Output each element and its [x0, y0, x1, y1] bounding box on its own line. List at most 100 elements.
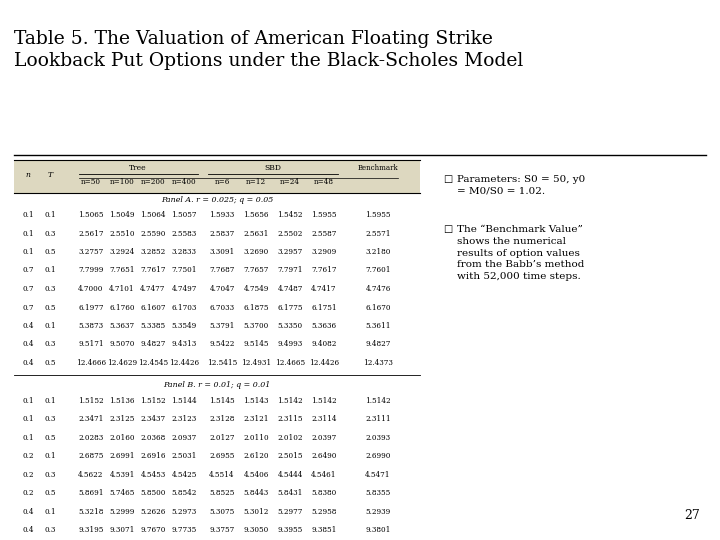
Text: 9.3955: 9.3955 [277, 526, 302, 535]
Text: 5.3549: 5.3549 [171, 322, 197, 330]
Text: 1.5152: 1.5152 [140, 397, 166, 405]
Text: 6.1760: 6.1760 [109, 303, 135, 312]
Text: Tree: Tree [129, 164, 146, 172]
Text: 1.5142: 1.5142 [365, 397, 391, 405]
Text: 5.2958: 5.2958 [311, 508, 337, 516]
Text: n=6: n=6 [215, 178, 230, 186]
Text: 2.5617: 2.5617 [78, 230, 104, 238]
Text: 0.1: 0.1 [44, 453, 56, 461]
Text: 5.2977: 5.2977 [277, 508, 302, 516]
Text: 0.1: 0.1 [44, 211, 56, 219]
Text: 9.4993: 9.4993 [277, 341, 302, 348]
Text: 6.1775: 6.1775 [277, 303, 302, 312]
Text: 0.1: 0.1 [44, 508, 56, 516]
Text: 2.0102: 2.0102 [277, 434, 302, 442]
Text: 4.7487: 4.7487 [277, 285, 302, 293]
Text: 5.8691: 5.8691 [78, 489, 104, 497]
Text: 12.4373: 12.4373 [363, 359, 393, 367]
Text: 5.3791: 5.3791 [210, 322, 235, 330]
Text: 2.0397: 2.0397 [311, 434, 337, 442]
Text: 0.1: 0.1 [22, 211, 34, 219]
Text: 9.4827: 9.4827 [140, 341, 166, 348]
Text: 0.3: 0.3 [45, 230, 55, 238]
Text: 1.5955: 1.5955 [311, 211, 337, 219]
Text: 0.1: 0.1 [22, 415, 34, 423]
Text: 2.5502: 2.5502 [277, 230, 302, 238]
Text: 0.4: 0.4 [22, 508, 34, 516]
Text: 0.1: 0.1 [44, 322, 56, 330]
Text: 0.4: 0.4 [22, 341, 34, 348]
Text: 1.5136: 1.5136 [109, 397, 135, 405]
Text: 1.5142: 1.5142 [311, 397, 337, 405]
Text: 0.7: 0.7 [22, 303, 34, 312]
Text: 0.5: 0.5 [44, 434, 55, 442]
Text: 4.7417: 4.7417 [311, 285, 337, 293]
Text: 5.8380: 5.8380 [311, 489, 337, 497]
Text: 5.3636: 5.3636 [312, 322, 336, 330]
Text: 3.3091: 3.3091 [210, 248, 235, 256]
Text: 0.3: 0.3 [45, 415, 55, 423]
Text: 9.3195: 9.3195 [78, 526, 104, 535]
Text: 2.0127: 2.0127 [210, 434, 235, 442]
Text: 27: 27 [684, 509, 700, 522]
Text: 2.5583: 2.5583 [171, 230, 197, 238]
Text: 7.7657: 7.7657 [243, 267, 269, 274]
Text: 5.8500: 5.8500 [140, 489, 166, 497]
Text: 2.3471: 2.3471 [78, 415, 104, 423]
Text: 2.6490: 2.6490 [311, 453, 337, 461]
Text: 2.0283: 2.0283 [78, 434, 104, 442]
Text: 12.5415: 12.5415 [207, 359, 237, 367]
Text: 12.4629: 12.4629 [107, 359, 137, 367]
Text: 7.7971: 7.7971 [277, 267, 302, 274]
Text: 9.3801: 9.3801 [365, 526, 391, 535]
Text: 2.5510: 2.5510 [109, 230, 135, 238]
Text: 3.2924: 3.2924 [109, 248, 135, 256]
Text: Panel B. r = 0.01; q = 0.01: Panel B. r = 0.01; q = 0.01 [163, 381, 271, 389]
Text: 4.5444: 4.5444 [277, 471, 302, 479]
Text: T: T [48, 171, 53, 179]
Text: 0.1: 0.1 [22, 230, 34, 238]
Text: 9.7735: 9.7735 [171, 526, 197, 535]
Text: 2.0110: 2.0110 [243, 434, 269, 442]
Text: 3.2833: 3.2833 [171, 248, 197, 256]
Text: 9.5422: 9.5422 [210, 341, 235, 348]
Text: n=24: n=24 [280, 178, 300, 186]
Text: 6.1875: 6.1875 [243, 303, 269, 312]
Text: Panel A. r = 0.025; q = 0.05: Panel A. r = 0.025; q = 0.05 [161, 196, 273, 204]
Text: 5.2973: 5.2973 [171, 508, 197, 516]
Text: 0.2: 0.2 [22, 471, 34, 479]
Text: 1.5152: 1.5152 [78, 397, 104, 405]
Text: 1.5933: 1.5933 [210, 211, 235, 219]
Text: □: □ [443, 175, 452, 184]
Text: 4.5391: 4.5391 [109, 471, 135, 479]
Text: 6.1751: 6.1751 [311, 303, 337, 312]
Text: 2.3114: 2.3114 [311, 415, 337, 423]
Text: 5.3385: 5.3385 [140, 322, 166, 330]
Text: 5.3012: 5.3012 [243, 508, 269, 516]
Text: 6.1607: 6.1607 [140, 303, 166, 312]
Text: 2.5015: 2.5015 [277, 453, 302, 461]
Text: 2.3111: 2.3111 [365, 415, 391, 423]
Text: 2.3128: 2.3128 [210, 415, 235, 423]
Text: 5.8542: 5.8542 [171, 489, 197, 497]
Text: 0.5: 0.5 [44, 303, 55, 312]
Text: 9.7670: 9.7670 [140, 526, 166, 535]
Text: 12.4426: 12.4426 [169, 359, 199, 367]
Text: 9.4082: 9.4082 [311, 341, 337, 348]
Text: 6.1703: 6.1703 [171, 303, 197, 312]
Text: 7.7999: 7.7999 [78, 267, 104, 274]
Text: 4.7549: 4.7549 [243, 285, 269, 293]
Text: 6.1977: 6.1977 [78, 303, 104, 312]
Text: 1.5656: 1.5656 [243, 211, 269, 219]
Text: 1.5955: 1.5955 [365, 211, 391, 219]
Text: 3.2180: 3.2180 [365, 248, 391, 256]
Text: 4.7497: 4.7497 [171, 285, 197, 293]
Text: 2.0937: 2.0937 [171, 434, 197, 442]
Text: 12.4931: 12.4931 [241, 359, 271, 367]
Text: 0.7: 0.7 [22, 285, 34, 293]
Text: 1.5065: 1.5065 [78, 211, 104, 219]
Text: 4.5453: 4.5453 [140, 471, 166, 479]
Text: 1.5452: 1.5452 [277, 211, 302, 219]
Text: 6.7033: 6.7033 [210, 303, 235, 312]
Text: 0.1: 0.1 [22, 434, 34, 442]
